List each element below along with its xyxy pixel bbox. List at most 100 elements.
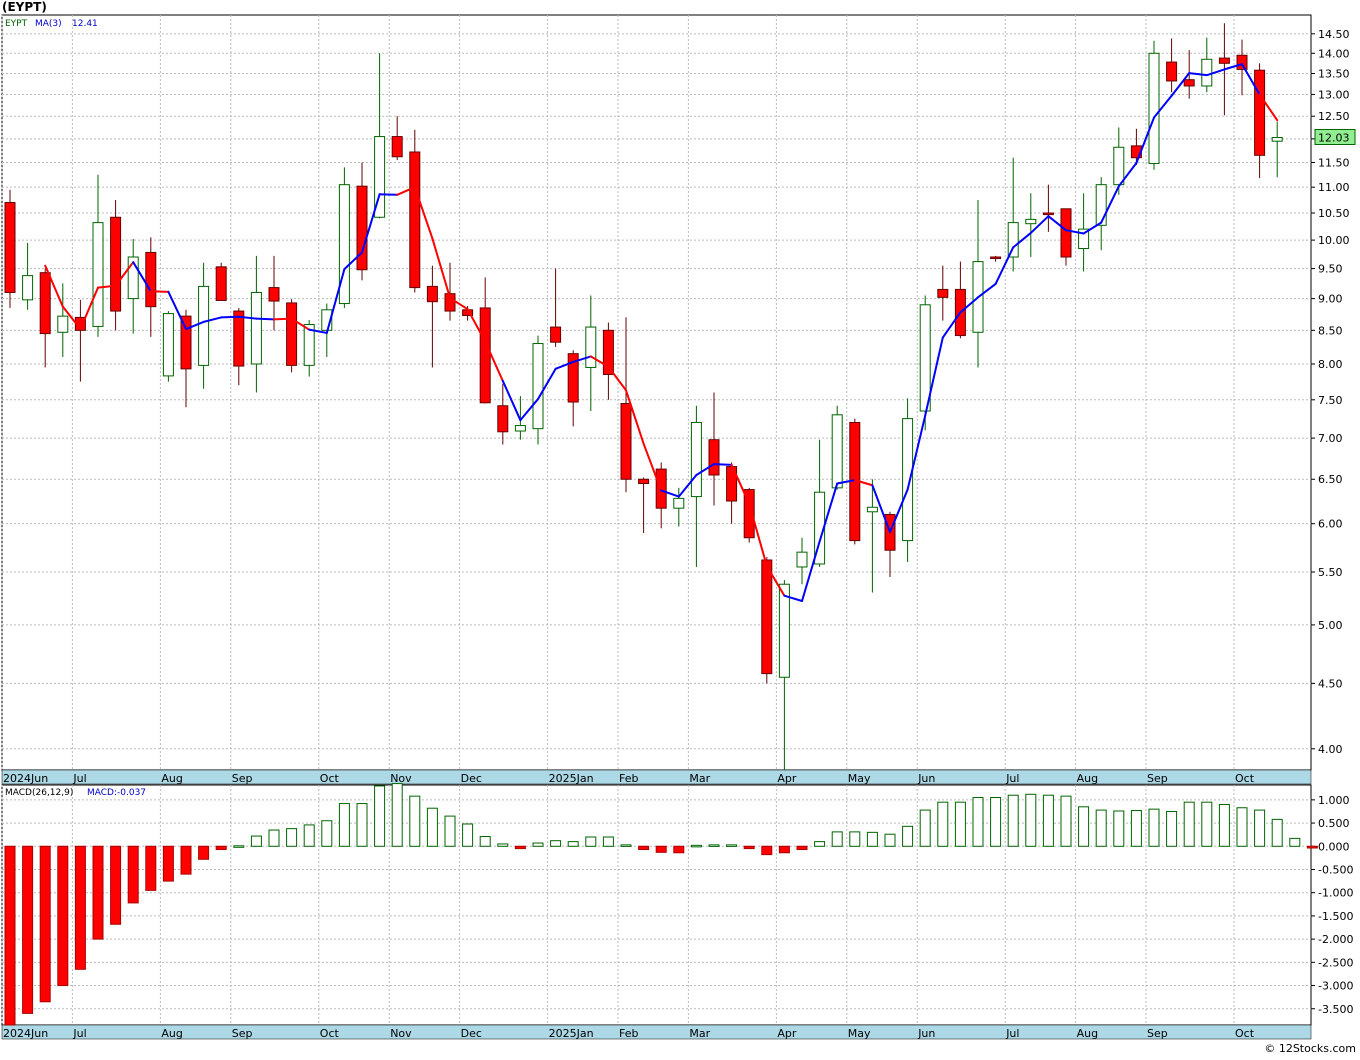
macd-bar [814, 841, 826, 847]
ma3-segment [906, 414, 927, 491]
ma3-segment [413, 186, 434, 240]
ma3-segment [607, 365, 627, 392]
ma3-segment [765, 564, 786, 597]
candle [673, 487, 685, 527]
macd-bar [1078, 806, 1090, 847]
candle [919, 295, 931, 431]
candle [233, 307, 245, 386]
ma3-segment [1170, 72, 1191, 97]
candle-body [268, 287, 280, 302]
macd-x-tick-label: Oct [1235, 1027, 1255, 1040]
ma3-segment [202, 316, 223, 323]
macd-x-tick-label: Aug [1077, 1027, 1098, 1040]
macd-y-tick-label: 0.500 [1318, 817, 1350, 830]
price-x-tick-label: Aug [1077, 772, 1098, 785]
watermark: © 12Stocks.com [1264, 1042, 1356, 1055]
candle [1007, 157, 1019, 272]
price-legend-ma-label: MA(3) [35, 19, 62, 29]
candle-body [1218, 57, 1230, 64]
macd-bar [57, 845, 69, 987]
macd-y-tick-label: -3.500 [1318, 1003, 1353, 1016]
ma3-segment [801, 540, 821, 602]
ma3-segment [431, 237, 451, 299]
macd-bar [1095, 809, 1107, 847]
macd-bar [620, 844, 632, 847]
candle [162, 311, 174, 382]
ma3-segment [449, 296, 469, 311]
macd-bar [356, 803, 368, 847]
ma3-segment [1012, 231, 1032, 249]
price-x-tick-label: Jun [917, 772, 935, 785]
candle-body [162, 313, 174, 377]
candle [286, 299, 298, 373]
macd-x-tick-label: Sep [232, 1027, 253, 1040]
ma3-segment [484, 340, 504, 382]
ma3-segment [167, 290, 187, 331]
ma3-segment [1117, 161, 1138, 188]
candle-body [1236, 54, 1248, 70]
macd-bar [1042, 794, 1054, 847]
price-y-tick-label: 5.50 [1318, 566, 1343, 579]
candle-body [602, 329, 614, 375]
candle-body [673, 497, 685, 509]
macd-x-tick-label: Nov [390, 1027, 412, 1040]
price-y-tick-label: 13.50 [1318, 67, 1350, 80]
macd-y-tick-label: -2.000 [1318, 933, 1353, 946]
price-x-tick-label: Apr [777, 772, 797, 785]
candle [1271, 121, 1283, 178]
candle-body [374, 136, 386, 218]
ma3-segment [255, 317, 275, 321]
candle-body [391, 136, 403, 158]
price-x-tick-label: 2025Jan [549, 772, 594, 785]
ma3-segment [871, 484, 891, 534]
price-date-axis-band [1, 769, 1312, 785]
candle-body [514, 425, 526, 432]
ma3-segment [572, 355, 592, 363]
macd-bar [92, 845, 104, 940]
candle-body [990, 256, 1002, 260]
candles [4, 23, 1283, 770]
candle-body [479, 307, 491, 404]
ma3-segment [290, 317, 311, 331]
ma3-segment [1205, 68, 1226, 77]
price-x-tick-label: Nov [390, 772, 412, 785]
macd-bar [303, 824, 315, 847]
ma3-segment [713, 463, 733, 466]
macd-bar [778, 845, 790, 854]
candle [444, 262, 456, 321]
macd-bar [1166, 810, 1178, 847]
candle-body [937, 288, 949, 298]
ma3-segment [589, 355, 610, 368]
macd-bar [39, 845, 51, 1003]
candle-body [426, 285, 438, 303]
price-y-tick-label: 14.00 [1318, 47, 1350, 60]
candle-body [831, 414, 843, 489]
macd-x-tick-label: 2024Jun [3, 1027, 48, 1040]
last-price-label: 12.03 [1318, 131, 1350, 144]
macd-x-tick-label: Jun [917, 1027, 935, 1040]
macd-bar [1236, 807, 1248, 847]
candle [215, 262, 227, 301]
candle-body [180, 315, 192, 370]
last-price-tag [1314, 128, 1356, 145]
macd-x-tick-label: May [848, 1027, 871, 1040]
macd-bar [550, 840, 562, 847]
candle [550, 268, 562, 347]
ma3-segment [79, 286, 99, 331]
candle-body [444, 293, 456, 312]
macd-bar [1007, 794, 1019, 847]
candle-body [1042, 212, 1054, 216]
candle-body [286, 302, 298, 366]
candle-body [1060, 208, 1072, 258]
macd-bar [286, 828, 298, 847]
candle [761, 557, 773, 684]
macd-date-axis-band [1, 1024, 1312, 1040]
macd-bar [884, 833, 896, 847]
candle-body [778, 583, 790, 678]
ma3-segment [1223, 63, 1243, 71]
macd-x-tick-label: Oct [320, 1027, 340, 1040]
ma3-segment [625, 389, 645, 445]
price-x-tick-label: Jul [72, 772, 86, 785]
candle [620, 317, 632, 493]
